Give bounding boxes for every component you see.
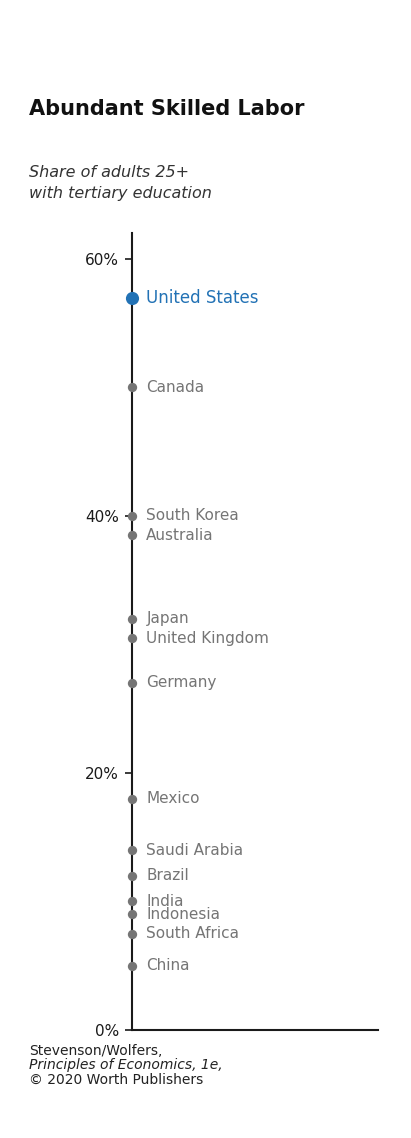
Text: Saudi Arabia: Saudi Arabia [146, 842, 243, 858]
Point [128, 674, 135, 692]
Text: South Korea: South Korea [146, 509, 239, 523]
Point [128, 924, 135, 942]
Text: Brazil: Brazil [146, 868, 189, 883]
Text: India: India [146, 894, 184, 909]
Text: Canada: Canada [146, 380, 204, 395]
Point [128, 867, 135, 885]
Text: United Kingdom: United Kingdom [146, 630, 269, 645]
Point [128, 629, 135, 648]
Point [128, 905, 135, 923]
Text: Stevenson/Wolfers,: Stevenson/Wolfers, [29, 1044, 162, 1057]
Point [128, 526, 135, 544]
Point [128, 957, 135, 975]
Text: Japan: Japan [146, 611, 189, 626]
Text: Abundant Skilled Labor: Abundant Skilled Labor [29, 99, 304, 119]
Point [128, 506, 135, 525]
Text: Share of adults 25+
with tertiary education: Share of adults 25+ with tertiary educat… [29, 165, 212, 201]
Text: Australia: Australia [146, 528, 214, 543]
Text: Mexico: Mexico [146, 791, 200, 806]
Point [128, 610, 135, 628]
Text: © 2020 Worth Publishers: © 2020 Worth Publishers [29, 1073, 203, 1087]
Text: Germany: Germany [146, 676, 217, 691]
Text: Indonesia: Indonesia [146, 907, 220, 922]
Point [128, 790, 135, 808]
Point [128, 288, 135, 306]
Point [128, 892, 135, 910]
Text: United States: United States [146, 289, 259, 306]
Point [128, 841, 135, 859]
Text: China: China [146, 958, 190, 973]
Point [128, 378, 135, 396]
Text: Principles of Economics, 1e,: Principles of Economics, 1e, [29, 1058, 222, 1072]
Text: South Africa: South Africa [146, 926, 239, 941]
